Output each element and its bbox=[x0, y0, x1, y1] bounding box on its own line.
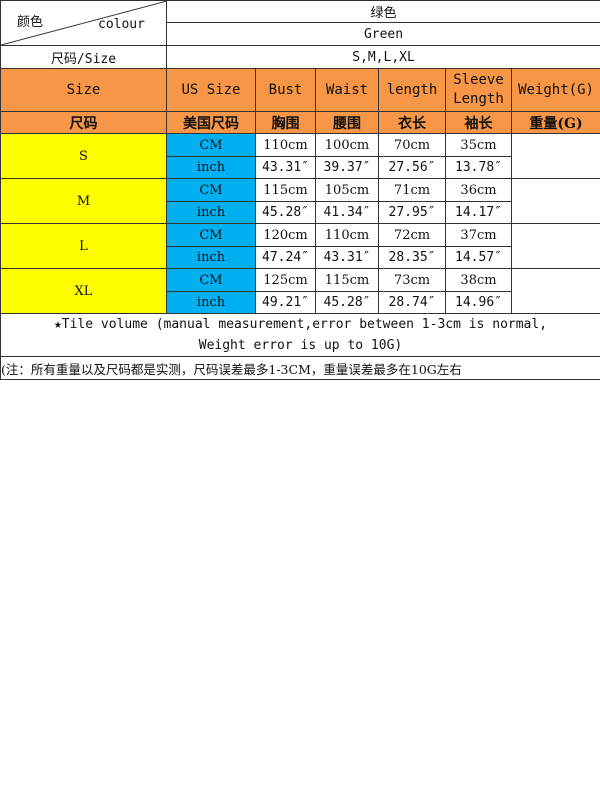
sleeve-cell: 35cm bbox=[445, 133, 512, 157]
note-en-line1: ★Tile volume (manual measurement,error b… bbox=[53, 317, 548, 332]
length-cell: 72cm bbox=[378, 223, 446, 247]
length-cell: 71cm bbox=[378, 178, 446, 202]
length-cell: 70cm bbox=[378, 133, 446, 157]
bust-cell: 125cm bbox=[255, 268, 316, 292]
waist-cell: 105cm bbox=[315, 178, 379, 202]
weight-cell bbox=[510, 178, 600, 224]
column-header-en: Size bbox=[0, 68, 167, 112]
bust-cell: 115cm bbox=[255, 178, 316, 202]
size-cell: L bbox=[0, 223, 167, 269]
note-en: ★Tile volume (manual measurement,error b… bbox=[0, 313, 600, 357]
column-header-cn: 衣长 bbox=[378, 111, 446, 134]
color-label-en: colour bbox=[98, 17, 145, 32]
weight-cell bbox=[510, 268, 600, 314]
column-header-en: Weight(G) bbox=[510, 68, 600, 112]
unit-cell: CM bbox=[166, 133, 256, 157]
note-en-line2: Weight error is up to 10G) bbox=[198, 338, 403, 353]
size-chart-table: 颜色 colour 绿色 Green 尺码/Size S,M,L,XL Size… bbox=[0, 0, 600, 380]
column-header-cn: 胸围 bbox=[255, 111, 316, 134]
column-header-en: Bust bbox=[255, 68, 316, 112]
bust-cell: 43.31″ bbox=[255, 156, 316, 179]
bust-cell: 120cm bbox=[255, 223, 316, 247]
table-row: M CM 115cm 105cm 71cm 36cm bbox=[0, 178, 600, 224]
column-header-cn: 美国尺码 bbox=[166, 111, 256, 134]
waist-cell: 45.28″ bbox=[315, 291, 379, 314]
bust-cell: 45.28″ bbox=[255, 201, 316, 224]
length-cell: 73cm bbox=[378, 268, 446, 292]
size-value: S,M,L,XL bbox=[165, 45, 600, 69]
table-row: XL CM 125cm 115cm 73cm 38cm bbox=[0, 268, 600, 314]
bust-cell: 110cm bbox=[255, 133, 316, 157]
sleeve-cell: 14.57″ bbox=[445, 246, 512, 269]
sleeve-cell: 38cm bbox=[445, 268, 512, 292]
diagonal-divider bbox=[1, 1, 166, 45]
sleeve-cell: 14.17″ bbox=[445, 201, 512, 224]
unit-cell: inch bbox=[166, 201, 256, 224]
table-row: inch 47.24″ 43.31″ 28.35″ 14.57″ bbox=[1, 246, 600, 269]
sleeve-cell: 13.78″ bbox=[445, 156, 512, 179]
weight-cell bbox=[510, 133, 600, 179]
unit-cell: inch bbox=[166, 291, 256, 314]
length-cell: 28.74″ bbox=[378, 291, 446, 314]
waist-cell: 115cm bbox=[315, 268, 379, 292]
column-header-en: length bbox=[378, 68, 446, 112]
table-row: S CM 110cm 100cm 70cm 35cm bbox=[0, 133, 600, 179]
waist-cell: 110cm bbox=[315, 223, 379, 247]
length-cell: 28.35″ bbox=[378, 246, 446, 269]
waist-cell: 41.34″ bbox=[315, 201, 379, 224]
column-header-en: Waist bbox=[315, 68, 379, 112]
unit-cell: CM bbox=[166, 223, 256, 247]
color-label-cn: 颜色 bbox=[17, 15, 44, 30]
column-header-en: US Size bbox=[166, 68, 256, 112]
unit-cell: inch bbox=[166, 246, 256, 269]
weight-cell bbox=[510, 223, 600, 269]
column-header-cn: 腰围 bbox=[315, 111, 379, 134]
bust-cell: 47.24″ bbox=[255, 246, 316, 269]
color-value-cn: 绿色 bbox=[165, 0, 600, 23]
table-row: inch 49.21″ 45.28″ 28.74″ 14.96″ bbox=[1, 291, 600, 314]
column-header-cn: 尺码 bbox=[0, 111, 167, 134]
length-cell: 27.95″ bbox=[378, 201, 446, 224]
waist-cell: 43.31″ bbox=[315, 246, 379, 269]
unit-cell: CM bbox=[166, 268, 256, 292]
bust-cell: 49.21″ bbox=[255, 291, 316, 314]
color-label-cell: 颜色 colour bbox=[0, 0, 167, 46]
unit-cell: CM bbox=[166, 178, 256, 202]
size-cell: M bbox=[0, 178, 167, 224]
column-header-cn: 袖长 bbox=[445, 111, 512, 134]
table-row: inch 43.31″ 39.37″ 27.56″ 13.78″ bbox=[1, 156, 600, 179]
size-label: 尺码/Size bbox=[0, 45, 167, 69]
sleeve-cell: 36cm bbox=[445, 178, 512, 202]
color-value-en: Green bbox=[165, 22, 600, 46]
unit-cell: inch bbox=[166, 156, 256, 179]
waist-cell: 100cm bbox=[315, 133, 379, 157]
column-header-en: Sleeve Length bbox=[445, 68, 512, 112]
note-cn: (注：所有重量以及尺码都是实测，尺码误差最多1-3CM，重量误差最多在10G左右 bbox=[0, 356, 600, 380]
sleeve-cell: 37cm bbox=[445, 223, 512, 247]
column-header-cn: 重量(G) bbox=[510, 111, 600, 134]
sleeve-cell: 14.96″ bbox=[445, 291, 512, 314]
size-cell: S bbox=[0, 133, 167, 179]
table-row: L CM 120cm 110cm 72cm 37cm bbox=[0, 223, 600, 269]
waist-cell: 39.37″ bbox=[315, 156, 379, 179]
size-cell: XL bbox=[0, 268, 167, 314]
length-cell: 27.56″ bbox=[378, 156, 446, 179]
